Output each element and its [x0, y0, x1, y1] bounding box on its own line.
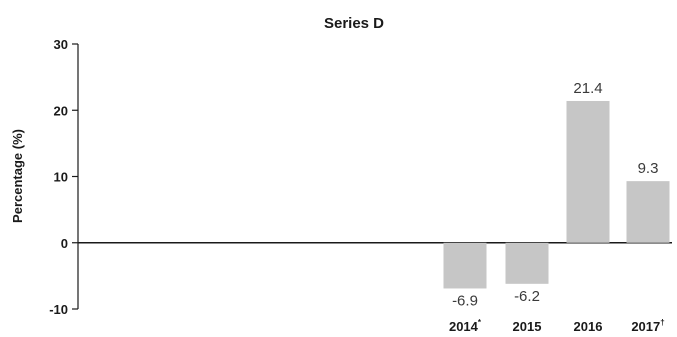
y-tick-label: 0	[61, 236, 68, 251]
value-label: -6.2	[514, 288, 540, 305]
bar	[505, 242, 549, 284]
value-label: 21.4	[573, 80, 602, 97]
y-tick-label: -10	[49, 302, 68, 317]
x-tick-footnote-mark: †	[660, 318, 664, 327]
bar	[626, 181, 670, 243]
y-tick-label: 10	[54, 170, 68, 185]
value-label: -6.9	[452, 292, 478, 309]
x-axis-labels: 2014* 2015 2016 2017†	[449, 318, 665, 334]
x-tick-label: 2014*	[449, 318, 482, 334]
x-tick-label: 2017†	[631, 318, 664, 334]
value-labels: -6.9 -6.2 21.4 9.3	[452, 80, 658, 309]
y-axis-ticks: 30 20 10 0 -10	[49, 37, 78, 317]
chart-title: Series D	[324, 15, 384, 32]
bar	[443, 242, 487, 289]
x-tick-footnote-mark: *	[478, 318, 482, 327]
y-tick-label: 20	[54, 103, 68, 118]
bar	[566, 100, 610, 243]
value-label: 9.3	[638, 160, 659, 177]
x-tick-label: 2016	[574, 319, 603, 334]
bars-group	[443, 100, 670, 289]
y-axis-label: Percentage (%)	[10, 129, 25, 223]
x-tick-label: 2015	[513, 319, 542, 334]
y-tick-label: 30	[54, 37, 68, 52]
